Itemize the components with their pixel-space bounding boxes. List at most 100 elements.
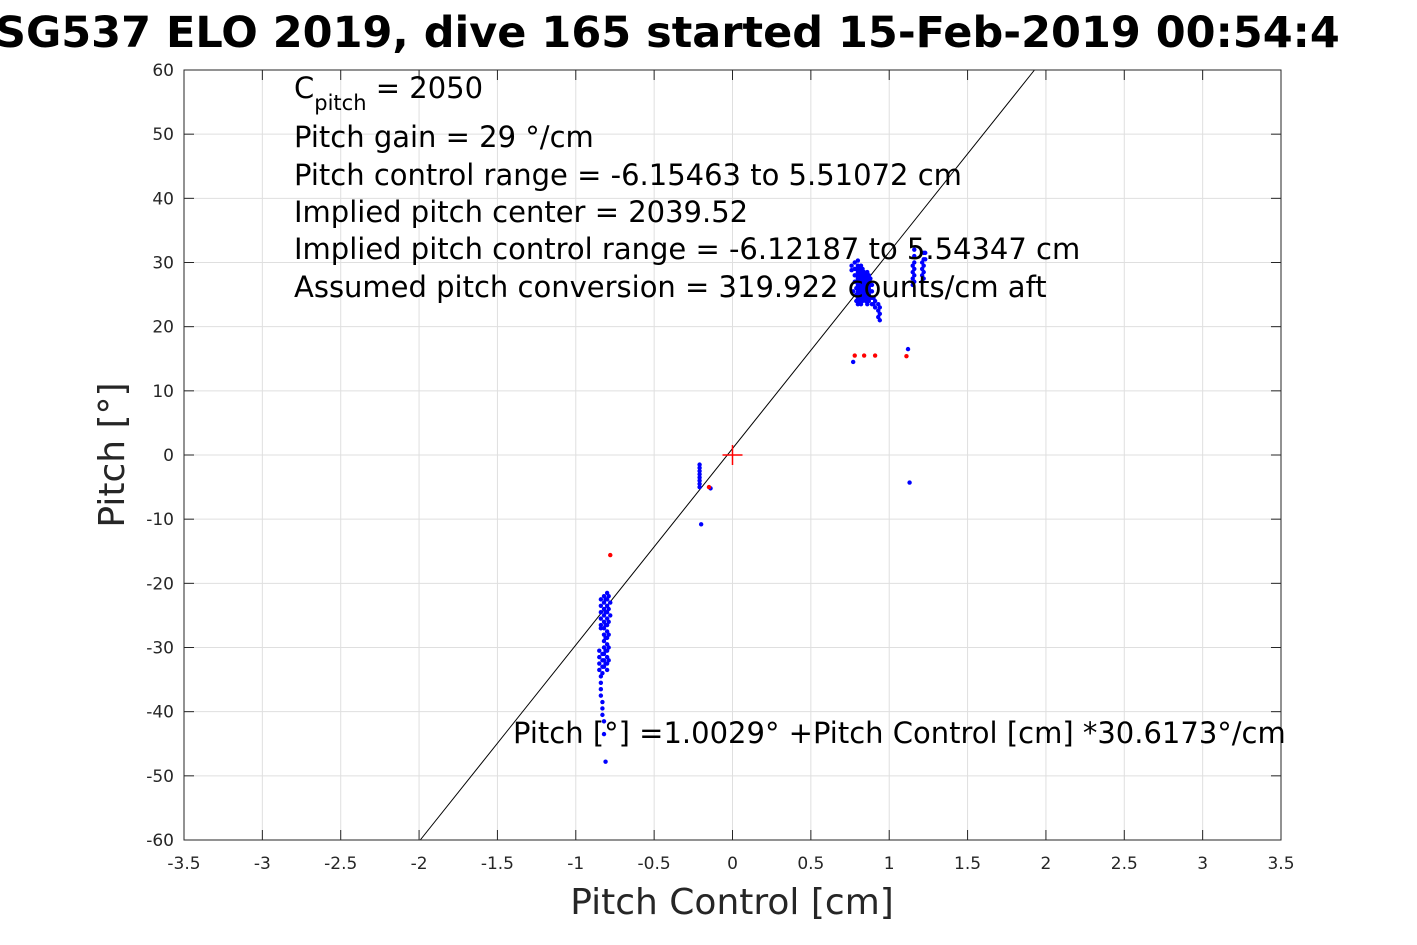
data-point [698, 522, 704, 527]
y-tick-label: -60 [146, 831, 174, 851]
data-point [872, 298, 878, 304]
data-point [907, 480, 912, 485]
data-point [921, 263, 926, 268]
data-point [601, 719, 607, 724]
data-point [603, 759, 608, 764]
data-point [706, 484, 712, 490]
x-tick-label: -1 [567, 854, 584, 874]
y-tick-label: 40 [152, 189, 174, 209]
data-point [600, 670, 605, 676]
implied-center-annotation: Implied pitch center = 2039.52 [294, 195, 748, 229]
data-point [921, 269, 926, 275]
data-point [852, 353, 857, 358]
data-point [912, 247, 917, 252]
x-tick-label: 3.5 [1267, 854, 1294, 874]
data-point [877, 305, 883, 310]
data-point [608, 552, 613, 558]
data-point [604, 667, 610, 673]
x-axis-label: Pitch Control [cm] [570, 882, 894, 923]
y-tick-label: 30 [152, 254, 174, 274]
x-tick-label: 3 [1197, 854, 1208, 874]
y-axis-label: Pitch [°] [92, 382, 133, 527]
data-point [606, 658, 611, 663]
data-point [697, 462, 702, 467]
cpitch-subscript: pitch [314, 91, 366, 115]
cpitch-base: C [294, 71, 314, 105]
x-tick-label: -2 [411, 854, 428, 874]
data-point [606, 606, 611, 612]
series-1 [608, 353, 909, 558]
chart-title: SG537 ELO 2019, dive 165 started 15-Feb-… [0, 8, 1340, 58]
x-tick-label: -2.5 [324, 854, 357, 874]
data-point [877, 318, 883, 323]
data-point [600, 712, 605, 718]
x-tick-label: -3.5 [167, 854, 200, 874]
cpitch-annotation: Cpitch = 2050 [294, 71, 483, 115]
data-point [608, 613, 613, 618]
data-point [855, 258, 861, 263]
y-tick-label: -50 [146, 767, 174, 787]
pitch-gain-annotation: Pitch gain = 29 °/cm [294, 120, 594, 154]
data-point [912, 266, 917, 272]
data-point [697, 475, 702, 480]
data-point [697, 484, 702, 490]
data-point [912, 273, 917, 278]
data-point [912, 253, 917, 259]
data-point [597, 654, 602, 660]
data-point [697, 481, 702, 487]
data-point [921, 276, 926, 281]
data-point [905, 346, 911, 352]
data-point [868, 276, 873, 281]
data-point [598, 603, 604, 608]
implied-range-annotation: Implied pitch control range = -6.12187 t… [294, 232, 1080, 266]
y-tick-label: -30 [146, 639, 174, 659]
data-point [597, 667, 602, 673]
y-tick-label: -40 [146, 703, 174, 723]
data-point [697, 478, 702, 483]
y-tick-label: 50 [152, 125, 174, 145]
x-tick-label: 1 [884, 854, 895, 874]
center-marker [722, 445, 743, 465]
y-tick-label: -20 [146, 574, 174, 594]
series-0 [597, 247, 928, 764]
annotation-block: Cpitch = 2050 Pitch gain = 29 °/cm Pitch… [294, 71, 1080, 304]
x-tick-label: 2.5 [1111, 854, 1138, 874]
x-tick-label: 1.5 [954, 854, 981, 874]
data-point [912, 279, 917, 284]
x-tick-label: -1.5 [481, 854, 514, 874]
data-point [923, 257, 928, 262]
data-point [606, 632, 611, 637]
data-point [861, 353, 867, 358]
y-tick-label: 0 [163, 446, 174, 466]
data-point [877, 311, 883, 317]
control-range-annotation: Pitch control range = -6.15463 to 5.5107… [294, 158, 962, 192]
data-point [597, 661, 602, 666]
x-tick-label: -0.5 [638, 854, 671, 874]
data-point [872, 353, 878, 358]
data-point [598, 626, 604, 631]
y-tick-label: -10 [146, 510, 174, 530]
data-point [598, 693, 604, 698]
data-point [601, 731, 607, 737]
plot-content [419, 69, 1035, 841]
data-point [600, 699, 605, 705]
data-point [600, 706, 605, 711]
data-point [697, 465, 702, 471]
data-point [912, 260, 917, 265]
x-tick-label: 0.5 [797, 854, 824, 874]
data-point [923, 250, 928, 256]
data-point [697, 468, 702, 474]
y-tick-label: 20 [152, 318, 174, 338]
data-point [904, 353, 909, 359]
data-point [598, 616, 604, 621]
conversion-annotation: Assumed pitch conversion = 319.922 count… [294, 270, 1047, 304]
axis-ticks [183, 69, 1282, 841]
x-tick-label: 2 [1041, 854, 1052, 874]
y-tick-label: 10 [152, 382, 174, 402]
data-point [606, 619, 611, 625]
x-tick-label: 0 [727, 854, 738, 874]
tick-labels: -3.5 -3 -2.5 -2 -1.5 -1 -0.5 0 0.5 1 1.5 2 2.5 3 3.5 60… [146, 61, 1294, 874]
data-point [850, 289, 856, 294]
y-tick-label: 60 [152, 61, 174, 81]
